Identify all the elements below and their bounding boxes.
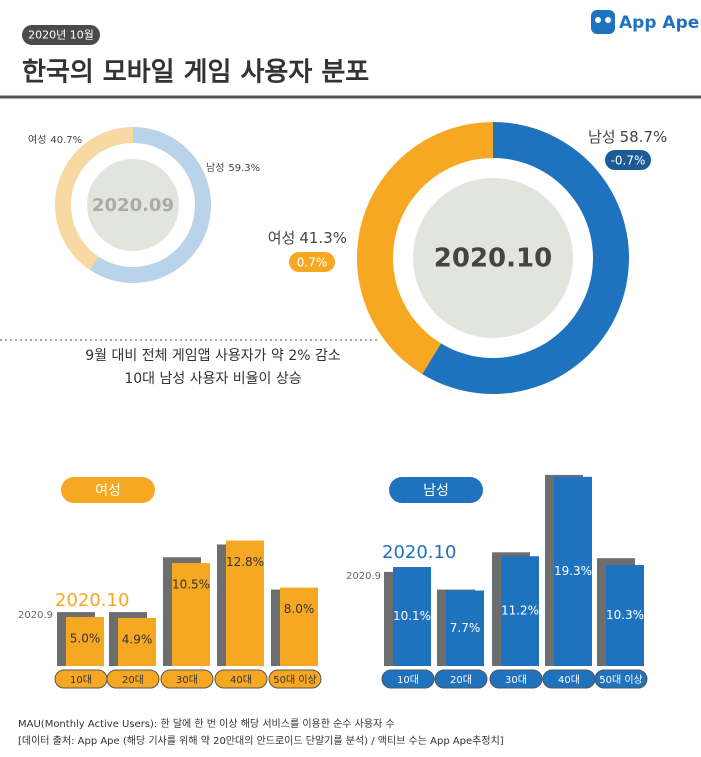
value-label: 7.7% [450,621,481,635]
value-label: 11.2% [501,604,539,618]
category-label: 여성 [268,229,296,247]
change-badge [605,150,651,170]
center-disc [87,159,179,251]
date-badge-text: 2020년 10월 [28,29,94,42]
center-label: 2020.09 [92,195,174,216]
bar [554,476,592,666]
x-tick-label: 20대 [450,674,472,686]
x-tick-label: 30대 [505,674,527,686]
legend-label: 2020.10 [382,542,456,563]
value-label: 10.3% [606,608,644,622]
logo-text: App Ape [619,13,699,33]
bar [66,617,104,666]
value-label: 4.9% [122,632,153,646]
center-disc [413,178,573,338]
group-badge-text: 남성 [423,483,449,499]
group-badge [389,477,483,503]
category-pill [381,669,435,689]
legend-label: 2020.9 [18,610,53,621]
x-tick-label: 40대 [230,674,252,686]
bar [393,567,431,666]
segment-label: 남성 58.7% [588,128,667,146]
value-label: 8.0% [284,602,315,616]
x-tick-label: 40대 [558,674,580,686]
x-tick-label: 50대 이상 [273,674,317,686]
x-tick-label: 30대 [176,674,198,686]
category-pill [214,669,268,689]
value-label: 40.7% [50,135,82,146]
donut-segment [357,122,493,375]
x-tick-label: 50대 이상 [599,674,643,686]
footnote: MAU(Monthly Active Users): 한 달에 한 번 이상 해… [18,717,395,730]
x-tick-label: 10대 [397,674,419,686]
group-badge-text: 여성 [95,483,121,499]
value-label: 5.0% [70,632,101,646]
bar [172,563,210,666]
category-label: 여성 [28,134,46,146]
value-label: 41.3% [299,229,347,247]
segment-label: 여성 41.3% [268,229,347,247]
group-badge [61,477,155,503]
footnote: [데이터 출처: App Ape (해당 기사를 위해 약 20만대의 안드로이… [18,734,504,747]
title: 한국의 모바일 게임 사용자 분포 [22,58,369,88]
donut-segment [422,122,629,394]
summary: 10대 남성 사용자 비율이 상승 [124,371,301,387]
bar [118,617,156,666]
category-label: 남성 [206,162,224,174]
x-tick-label: 20대 [122,674,144,686]
value-label: 10.1% [393,609,431,623]
bar [226,540,264,666]
value-label: 58.7% [620,128,668,146]
change-badge [289,252,335,272]
category-pill [489,669,543,689]
value-label: 19.3% [554,564,592,578]
logo-eye [595,17,601,23]
bar [501,556,539,666]
category-pill [594,669,648,689]
bar [446,590,484,666]
x-tick-label: 10대 [70,674,92,686]
donut-segment [89,127,212,283]
center-label: 2020.10 [434,244,552,274]
category-pill [434,669,488,689]
bar [606,565,644,666]
logo-icon [591,10,615,34]
summary: 9월 대비 전체 게임앱 사용자가 약 2% 감소 [85,348,341,364]
legend-label: 2020.9 [346,571,381,582]
category-pill [160,669,214,689]
segment-label: 남성 59.3% [206,162,260,174]
change-label: 0.7% [297,256,328,270]
category-label: 남성 [588,128,616,146]
bar [280,587,318,666]
donut-segment [55,127,133,271]
date-badge [22,25,100,45]
logo-eye [605,17,611,23]
category-pill [268,669,322,689]
change-label: -0.7% [611,154,646,168]
segment-label: 여성 40.7% [28,134,82,146]
value-label: 12.8% [226,555,264,569]
legend-label: 2020.10 [55,590,129,611]
value-label: 59.3% [228,163,260,174]
value-label: 10.5% [172,578,210,592]
category-pill [106,669,160,689]
